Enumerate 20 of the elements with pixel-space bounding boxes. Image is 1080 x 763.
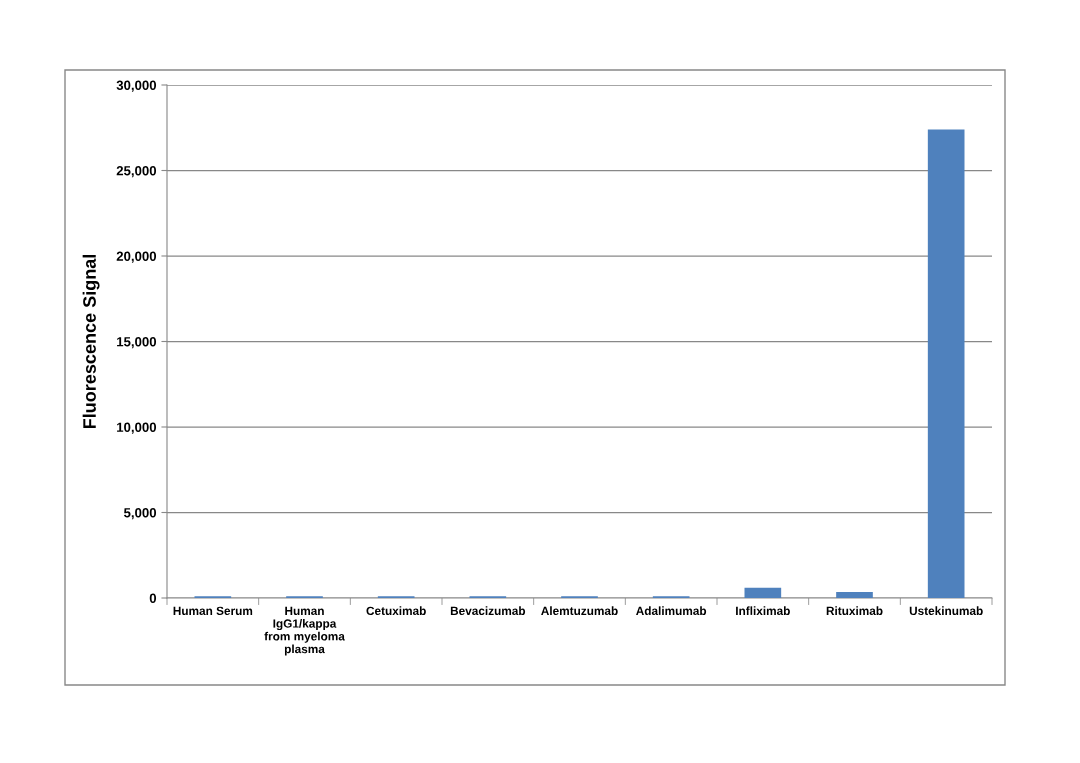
y-tick-label: 20,000 bbox=[116, 251, 157, 263]
x-tick-label: Cetuximab bbox=[366, 606, 426, 615]
bar bbox=[927, 129, 965, 598]
y-tick-label: 10,000 bbox=[117, 422, 157, 434]
x-tick-label: Alemtuzumab bbox=[541, 606, 618, 615]
x-tick-label: Rituximab bbox=[826, 606, 883, 615]
y-tick-label: 0 bbox=[149, 593, 157, 603]
y-axis-title: Fluorescence Signal bbox=[82, 254, 100, 429]
x-tick-label: Bevacizumab bbox=[450, 606, 526, 615]
x-tick-label: Infliximab bbox=[736, 606, 790, 615]
x-tick-label: Human IgG1/kappa from myeloma plasma bbox=[264, 606, 345, 656]
bar bbox=[744, 587, 782, 598]
bar bbox=[836, 592, 873, 598]
y-tick-label: 5,000 bbox=[123, 508, 157, 520]
x-tick-label: Human Serum bbox=[173, 606, 253, 615]
y-tick-label: 15,000 bbox=[117, 337, 157, 349]
y-tick-label: 30,000 bbox=[116, 80, 157, 92]
y-tick-label: 25,000 bbox=[116, 166, 157, 178]
x-tick-label: Adalimumab bbox=[636, 606, 707, 615]
x-tick-label: Ustekinumab bbox=[909, 606, 983, 615]
